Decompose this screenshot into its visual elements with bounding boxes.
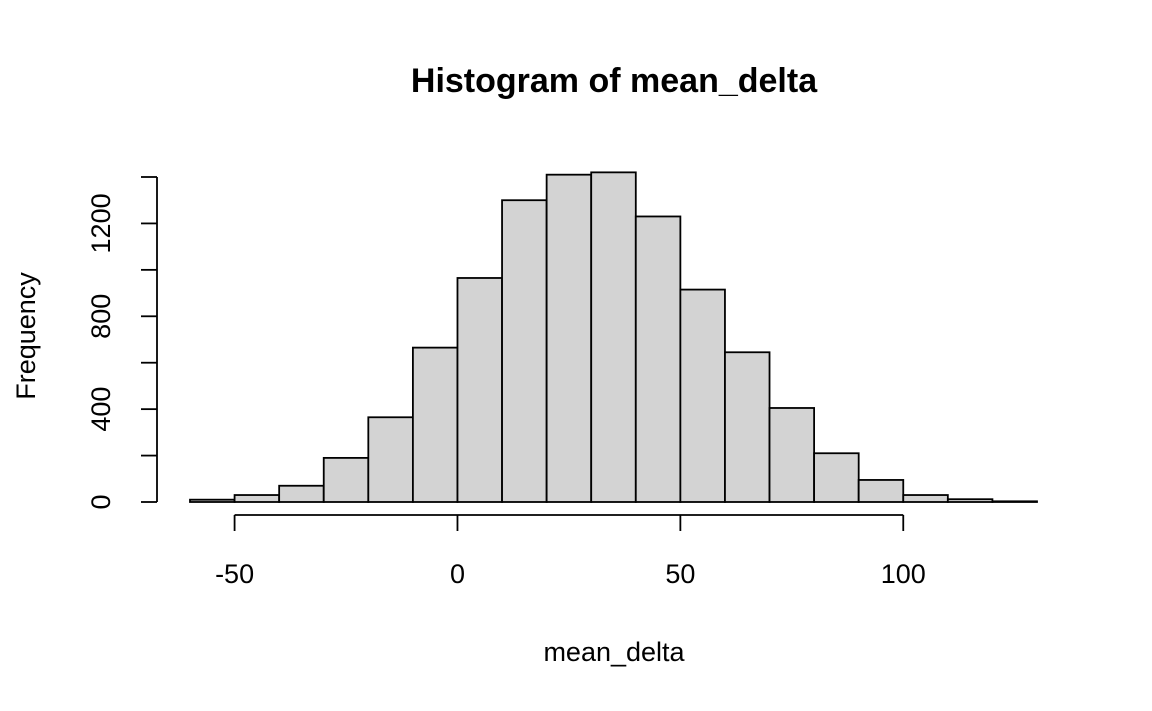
histogram-bar: [679, 288, 726, 503]
histogram-bar: [456, 277, 503, 503]
histogram-bar: [411, 346, 459, 503]
y-tick-label: 0: [86, 494, 116, 509]
histogram-bar: [590, 171, 637, 503]
y-axis: 0 400 800 1200: [86, 176, 158, 510]
y-tick-label: 800: [86, 294, 116, 339]
histogram-bar: [991, 500, 1038, 503]
histogram-bar: [724, 351, 771, 503]
histogram-bar: [278, 484, 325, 503]
histogram-bar: [857, 479, 905, 503]
chart-title: Histogram of mean_delta: [411, 62, 818, 100]
histogram-bar: [902, 494, 949, 503]
x-tick-label: 50: [665, 559, 695, 589]
y-tick-label: 400: [86, 387, 116, 432]
histogram-bar: [634, 215, 682, 503]
bars-group: [189, 171, 1038, 503]
histogram-bar: [233, 494, 281, 503]
histogram-bar: [768, 407, 816, 503]
x-axis: -50 0 50 100: [215, 514, 926, 589]
histogram-bar: [189, 498, 236, 503]
histogram-bar: [813, 452, 860, 503]
histogram-bar: [501, 199, 548, 503]
histogram-bar: [545, 173, 593, 503]
histogram-bar: [367, 416, 414, 503]
x-tick-label: -50: [215, 559, 254, 589]
x-tick-label: 100: [881, 559, 926, 589]
y-axis-label: Frequency: [11, 272, 41, 400]
histogram-bar: [322, 456, 370, 503]
x-axis-label: mean_delta: [543, 637, 685, 667]
histogram-bar: [946, 498, 994, 503]
y-tick-label: 1200: [86, 193, 116, 253]
x-tick-label: 0: [450, 559, 465, 589]
